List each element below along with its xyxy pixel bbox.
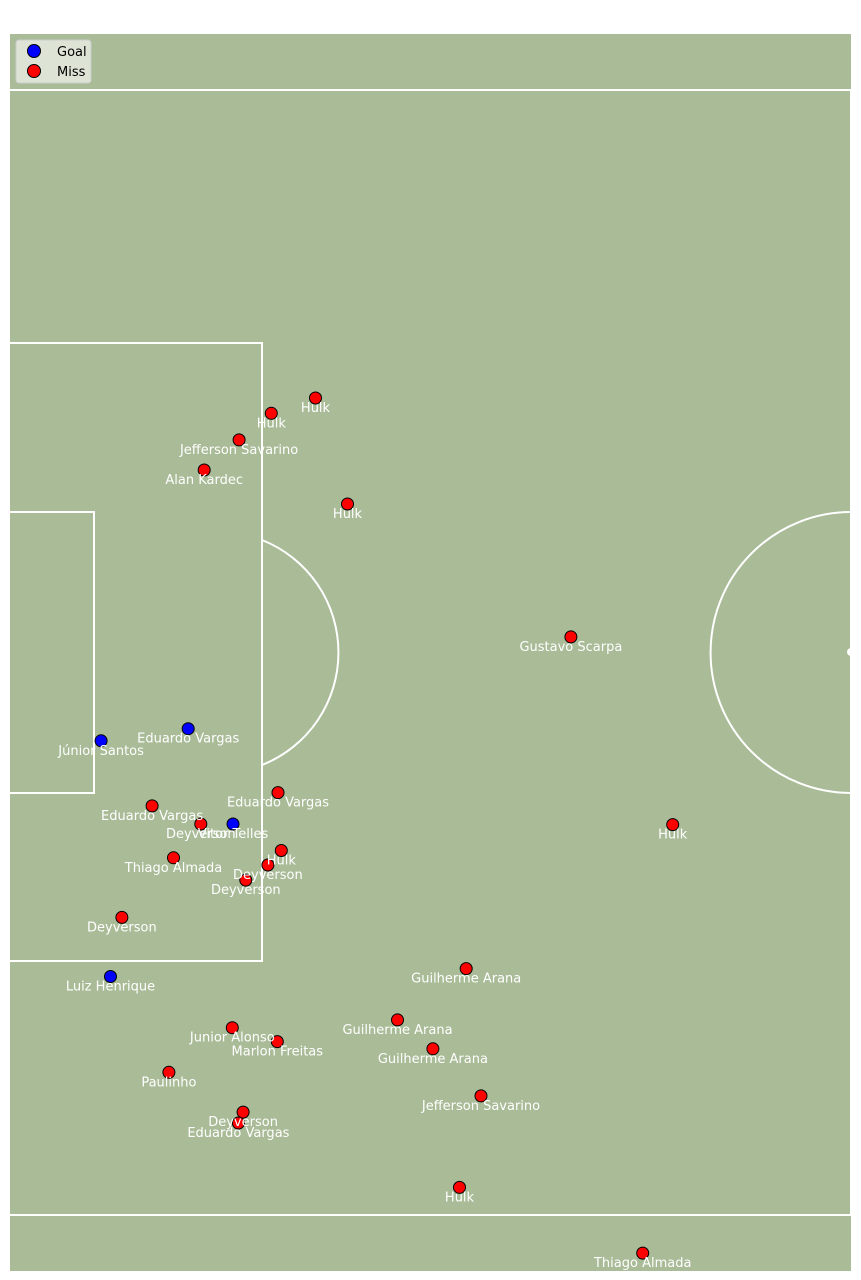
shot-label: Hulk xyxy=(445,1190,475,1205)
shot-marker-miss xyxy=(145,799,159,813)
shot-label: Vitor Telles xyxy=(198,827,269,842)
shot-label: Deyverson xyxy=(87,920,157,935)
shot-label: Eduardo Vargas xyxy=(101,809,203,824)
shot-label: Hulk xyxy=(267,854,297,869)
shot-marker-miss xyxy=(564,630,578,644)
shot-label: Gustavo Scarpa xyxy=(519,640,622,655)
pitch-markings xyxy=(10,89,855,1216)
penalty-area xyxy=(10,342,263,962)
shot-label: Eduardo Vargas xyxy=(137,732,239,747)
shot-marker-miss xyxy=(309,391,322,405)
shot-label: Hulk xyxy=(658,828,688,843)
legend-miss-label: Miss xyxy=(57,65,86,80)
shot-marker-miss xyxy=(274,844,288,857)
shot-label: Thiago Almada xyxy=(124,861,222,876)
shot-label: Jefferson Savarino xyxy=(421,1099,540,1114)
shot-marker-miss xyxy=(636,1246,650,1260)
shots xyxy=(94,391,680,1260)
shot-labels: Hulk Hulk Jefferson Savarino Alan Kardec Hul… xyxy=(57,401,691,1271)
shot-marker-miss xyxy=(453,1180,466,1194)
shot-label: Thiago Almada xyxy=(593,1256,691,1271)
shot-marker-miss xyxy=(197,463,211,477)
shot-label: Jefferson Savarino xyxy=(179,443,298,458)
shot-label: Hulk xyxy=(257,416,287,431)
shot-marker-miss xyxy=(231,1116,245,1130)
shot-marker-miss xyxy=(474,1089,488,1103)
shot-marker-goal xyxy=(94,734,108,748)
shot-marker-miss xyxy=(391,1013,404,1027)
penalty-arc xyxy=(261,539,340,766)
shot-label: Deyverson xyxy=(211,883,281,898)
shot-label: Deyverson xyxy=(208,1115,278,1130)
shot-marker-goal xyxy=(181,722,195,736)
shot-marker-goal xyxy=(226,817,240,831)
shot-marker-miss xyxy=(115,910,129,924)
shot-marker-miss xyxy=(239,873,253,887)
centre-circle xyxy=(709,511,852,794)
shot-label: Júnior Santos xyxy=(57,744,144,759)
pitch-background xyxy=(10,34,851,1271)
shot-label: Junior Alonso xyxy=(189,1031,275,1046)
shot-label: Deyverson xyxy=(233,868,303,883)
shot-label: Guilherme Arana xyxy=(378,1052,488,1067)
centre-spot xyxy=(847,648,855,656)
legend-miss-marker xyxy=(27,64,41,78)
legend-goal-marker xyxy=(27,44,41,58)
shot-marker-miss xyxy=(426,1042,440,1056)
legend-goal-label: Goal xyxy=(57,45,87,60)
shot-marker-miss xyxy=(271,786,285,800)
shot-marker-goal xyxy=(104,970,117,983)
shot-label: Hulk xyxy=(301,401,331,416)
shot-label: Luiz Henrique xyxy=(66,980,155,995)
shot-marker-miss xyxy=(459,962,473,976)
shot-marker-miss xyxy=(666,818,680,832)
shot-label: Deyverson xyxy=(166,827,236,842)
shot-marker-miss xyxy=(167,851,180,865)
shot-label: Guilherme Arana xyxy=(342,1023,452,1038)
shot-marker-miss xyxy=(236,1105,250,1119)
shot-marker-miss xyxy=(232,433,246,447)
shot-label: Eduardo Vargas xyxy=(187,1126,289,1141)
shot-label: Alan Kardec xyxy=(165,473,243,488)
shot-marker-miss xyxy=(194,817,208,831)
shot-marker-miss xyxy=(341,497,354,511)
shot-label: Marlon Freitas xyxy=(232,1045,324,1060)
shot-marker-miss xyxy=(162,1065,176,1079)
shot-label: Guilherme Arana xyxy=(411,972,521,987)
shot-marker-miss xyxy=(225,1021,239,1035)
shot-label: Eduardo Vargas xyxy=(227,796,329,811)
legend: Goal Miss xyxy=(15,39,92,84)
shot-marker-miss xyxy=(261,858,275,872)
goal-area xyxy=(10,511,95,794)
shot-marker-miss xyxy=(270,1035,284,1049)
shot-marker-miss xyxy=(264,406,278,420)
shot-label: Hulk xyxy=(333,507,363,522)
shot-label: Paulinho xyxy=(141,1075,196,1090)
